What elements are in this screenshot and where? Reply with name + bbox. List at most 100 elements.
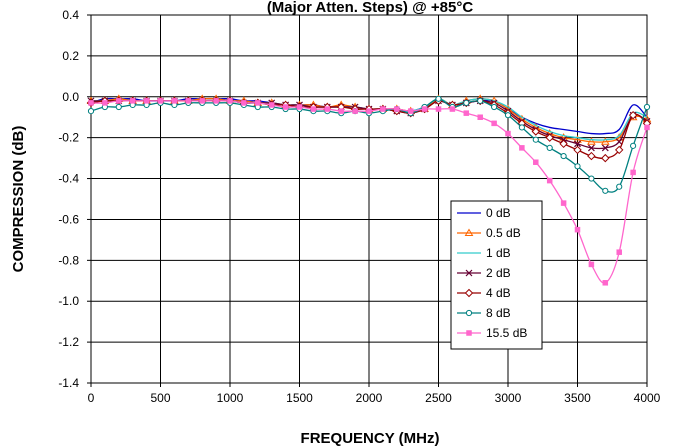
legend-label: 0.5 dB: [486, 226, 521, 240]
legend-item: 4 dB: [457, 286, 511, 300]
legend-label: 15.5 dB: [486, 326, 527, 340]
legend-label: 1 dB: [486, 246, 511, 260]
data-point: [185, 98, 192, 104]
data-point: [628, 110, 638, 120]
data-point: [352, 108, 358, 114]
data-point: [518, 124, 526, 131]
data-point: [560, 200, 567, 206]
data-point: [600, 137, 610, 145]
tick-labels: 0 500 1000 1500 2000 2500 3000 3500 4000 0.4 0.2 0.…: [58, 8, 660, 405]
series-6: [88, 98, 650, 286]
data-point: [643, 103, 651, 111]
data-point: [199, 98, 205, 104]
y-tick-label: -1.4: [58, 376, 79, 390]
data-point: [87, 107, 95, 115]
data-point: [143, 98, 150, 104]
data-point: [602, 187, 609, 194]
data-point: [491, 120, 497, 127]
y-tick-label: -0.2: [58, 131, 79, 145]
data-point: [587, 151, 596, 161]
data-point: [213, 98, 219, 104]
legend-label: 2 dB: [486, 266, 511, 280]
data-point: [282, 104, 289, 110]
data-point: [366, 108, 372, 114]
legend-marker: [465, 269, 473, 277]
data-point: [588, 175, 595, 182]
data-point: [573, 145, 582, 155]
data-point: [546, 177, 553, 184]
data-point: [449, 106, 456, 112]
data-point: [587, 137, 596, 145]
data-point: [644, 124, 650, 131]
data-point: [227, 98, 233, 104]
data-point: [630, 169, 636, 176]
data-point: [602, 280, 609, 286]
data-point: [296, 104, 303, 110]
data-point: [574, 140, 581, 148]
x-tick-label: 2500: [425, 391, 452, 405]
data-point: [574, 226, 581, 233]
y-tick-label: -1.0: [58, 294, 79, 308]
legend-marker: [464, 288, 474, 298]
data-point: [477, 114, 483, 120]
legend-marker: [466, 330, 472, 336]
data-point: [546, 144, 553, 151]
data-point: [491, 103, 498, 111]
data-point: [532, 136, 539, 143]
data-point: [531, 127, 541, 136]
data-point: [477, 97, 484, 104]
legend-marker: [465, 309, 473, 317]
data-point: [324, 106, 331, 112]
data-point: [587, 144, 595, 152]
data-point: [380, 106, 386, 112]
legend-marker: [464, 228, 474, 236]
x-tick-label: 1000: [217, 391, 244, 405]
data-point: [421, 106, 428, 112]
data-point: [88, 100, 94, 106]
legend-label: 4 dB: [486, 286, 511, 300]
chart-title: (Major Atten. Steps) @ +85°C: [267, 0, 474, 16]
data-point: [533, 159, 539, 165]
data-point: [157, 98, 164, 104]
legend-item: 0 dB: [457, 206, 511, 220]
x-tick-label: 4000: [634, 391, 661, 405]
series-layer: [86, 94, 652, 286]
data-point: [519, 145, 525, 151]
legend-item: 2 dB: [457, 266, 511, 280]
data-point: [574, 163, 581, 170]
data-point: [435, 106, 442, 112]
x-tick-label: 2000: [356, 391, 383, 405]
data-point: [573, 135, 582, 143]
data-point: [630, 142, 637, 149]
data-point: [504, 112, 512, 119]
y-tick-label: -0.6: [58, 212, 79, 226]
data-point: [115, 103, 122, 111]
data-point: [560, 152, 567, 160]
y-tick-label: 0.2: [62, 49, 79, 63]
y-axis-title: COMPRESSION (dB): [10, 126, 27, 273]
y-tick-label: -0.8: [58, 253, 79, 267]
data-point: [559, 139, 568, 149]
data-point: [171, 98, 178, 104]
data-point: [614, 145, 624, 155]
y-tick-label: -0.4: [58, 172, 79, 186]
data-point: [394, 106, 400, 112]
legend-item: 1 dB: [457, 246, 511, 260]
data-point: [463, 99, 470, 107]
x-tick-label: 3500: [564, 391, 591, 405]
legend-label: 0 dB: [486, 206, 511, 220]
data-point: [616, 183, 623, 190]
y-tick-label: 0.4: [62, 8, 79, 22]
legend: 0 dB 0.5 dB 1 dB 2 dB 4 dB 8 dB 15.5 dB: [450, 200, 543, 350]
data-point: [616, 249, 622, 255]
data-point: [129, 98, 136, 104]
data-point: [102, 100, 108, 106]
data-point: [241, 100, 247, 106]
data-point: [407, 108, 414, 114]
legend-item: 15.5 dB: [457, 326, 527, 340]
data-point: [338, 108, 344, 114]
x-tick-label: 1500: [286, 391, 313, 405]
data-point: [601, 153, 610, 163]
data-point: [116, 98, 122, 104]
